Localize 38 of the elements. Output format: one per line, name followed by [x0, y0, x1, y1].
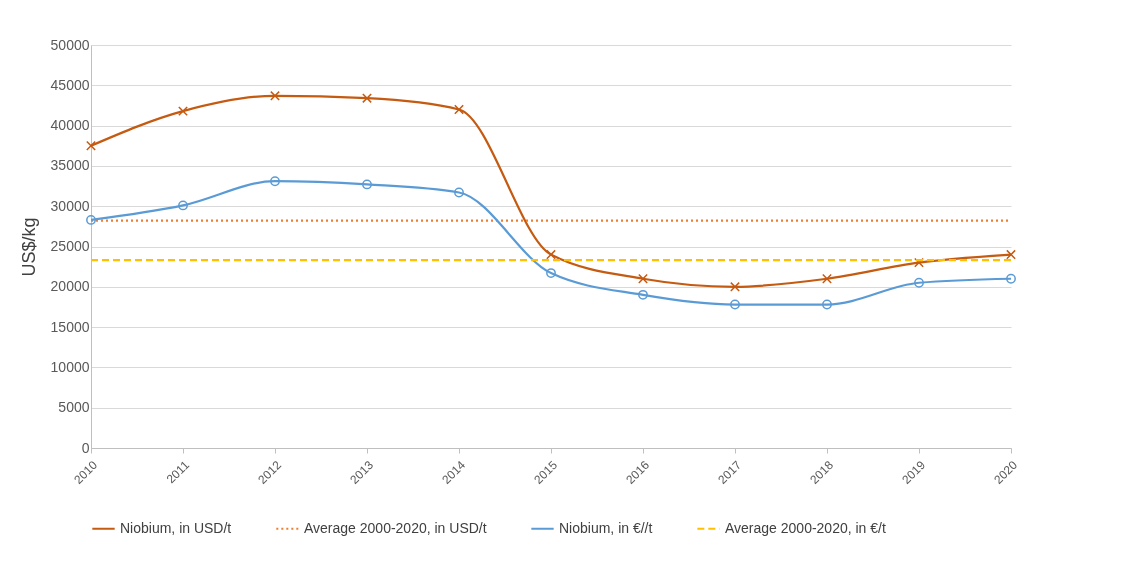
- point: [454, 104, 464, 115]
- point: [546, 268, 556, 279]
- y-tick-label: 35000: [50, 157, 90, 174]
- y-tick-label: 5000: [58, 399, 90, 416]
- point: [86, 140, 96, 151]
- point: [270, 90, 280, 101]
- point: [638, 273, 648, 284]
- legend-label: Average 2000-2020, in USD/t: [304, 519, 487, 536]
- y-tick-label: 10000: [50, 358, 90, 375]
- point: [914, 277, 924, 288]
- point: [822, 299, 832, 310]
- point: [638, 289, 648, 300]
- point: [914, 257, 924, 268]
- legend-label: Average 2000-2020, in €/t: [725, 519, 886, 536]
- point: [454, 187, 464, 198]
- point: [730, 281, 740, 292]
- point: [822, 273, 832, 284]
- y-tick-label: 45000: [50, 76, 90, 93]
- y-tick-label: 0: [81, 439, 90, 456]
- y-tick-label: 25000: [50, 238, 90, 254]
- point: [362, 93, 372, 104]
- legend-label: Niobium, in €//t: [559, 519, 653, 536]
- point: [86, 214, 96, 225]
- point: [362, 179, 372, 190]
- point: [546, 249, 556, 260]
- y-tick-label: 40000: [50, 117, 90, 134]
- y-axis-title: US$/kg: [18, 217, 39, 277]
- y-tick-label: 50000: [50, 36, 90, 53]
- legend-label: Niobium, in USD/t: [120, 519, 232, 536]
- y-tick-label: 15000: [50, 318, 90, 335]
- point: [270, 176, 280, 187]
- y-tick-label: 30000: [50, 197, 90, 214]
- y-tick-label: 20000: [50, 278, 90, 295]
- point: [178, 200, 188, 211]
- point: [178, 106, 188, 117]
- point: [1006, 249, 1016, 260]
- point: [1006, 273, 1016, 284]
- point: [730, 299, 740, 310]
